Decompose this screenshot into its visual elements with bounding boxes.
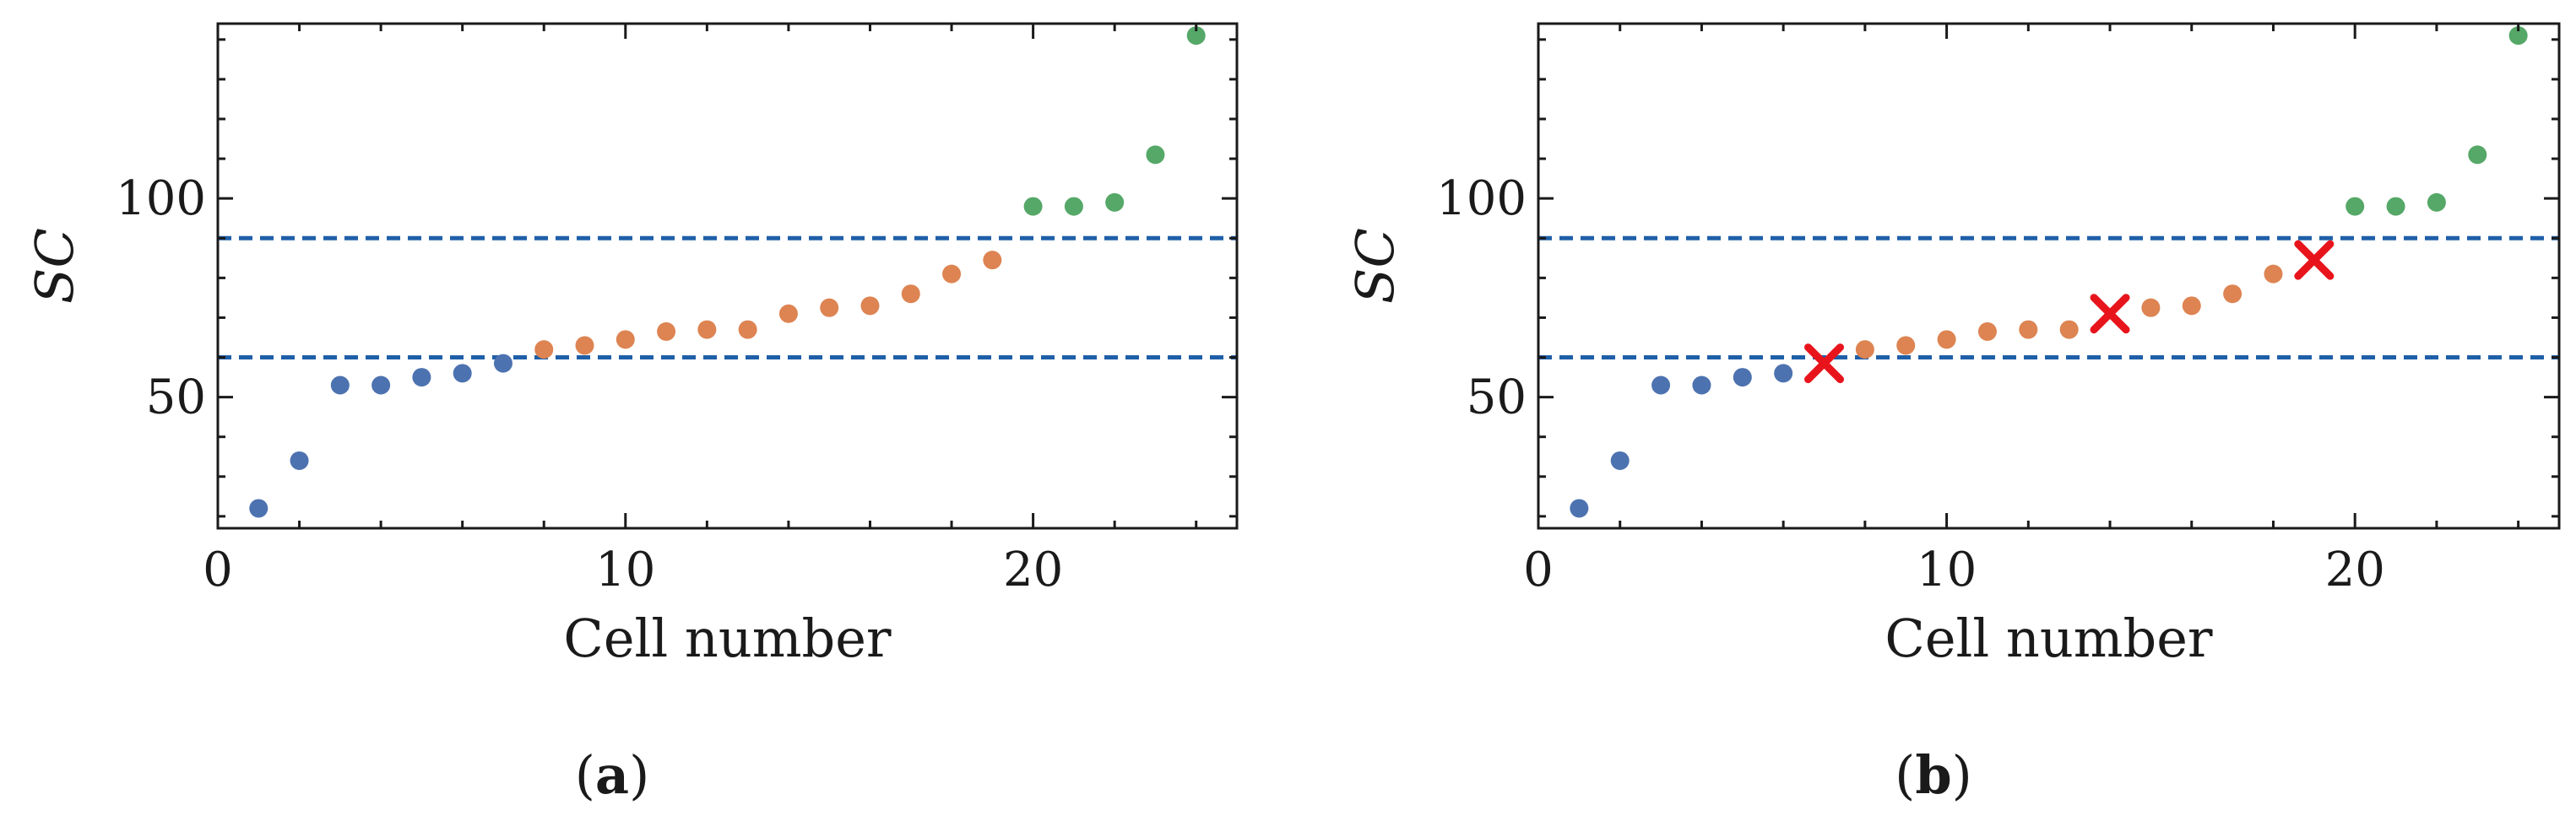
data-point <box>2468 145 2487 165</box>
panel-a: 0 10 20 50 100 Cell number SC (a) <box>24 22 1239 806</box>
highlight-marker <box>2090 294 2130 334</box>
data-point <box>1733 368 1752 387</box>
data-point <box>778 304 798 323</box>
marker-stroke <box>2090 294 2130 334</box>
data-point <box>371 375 391 395</box>
data-point <box>860 296 880 316</box>
data-point <box>453 364 472 383</box>
data-point <box>290 451 309 470</box>
marker-stroke <box>2294 240 2335 280</box>
x-axis-label: Cell number <box>1885 608 2213 669</box>
data-point <box>738 320 757 339</box>
data-point <box>2346 197 2365 216</box>
data-point <box>1186 26 1206 46</box>
data-point <box>616 330 635 349</box>
data-point <box>1977 321 1997 341</box>
data-point <box>2386 197 2405 216</box>
y-tick-label: 50 <box>1467 370 1527 425</box>
data-point <box>942 264 962 284</box>
panel-caption: (b) <box>1895 744 1972 806</box>
x-tick-label: 20 <box>1003 543 1063 597</box>
x-tick-label: 20 <box>2325 543 2385 597</box>
data-point <box>1651 375 1671 395</box>
data-point <box>1610 451 1630 470</box>
data-point <box>657 321 676 341</box>
data-point <box>697 320 717 339</box>
data-point <box>493 354 512 373</box>
data-point <box>1855 340 1874 359</box>
data-point <box>575 336 594 355</box>
data-point <box>2019 320 2038 339</box>
x-tick-label: 10 <box>595 543 655 597</box>
data-point <box>2182 296 2201 316</box>
y-axis-label: SC <box>1344 228 1406 304</box>
data-point <box>2059 320 2079 339</box>
data-point <box>1774 364 1793 383</box>
data-point <box>1023 197 1043 216</box>
panel-b: 0 10 20 50 100 Cell number SC (b) <box>1344 22 2561 806</box>
data-point <box>983 251 1002 270</box>
data-point <box>534 340 554 359</box>
panel-caption: (a) <box>575 744 650 806</box>
data-point <box>249 499 268 518</box>
y-tick-label: 50 <box>146 370 206 425</box>
data-point <box>901 284 920 304</box>
data-point <box>1105 192 1125 212</box>
data-point <box>2508 26 2528 46</box>
data-point <box>1937 330 1956 349</box>
data-point <box>330 375 350 395</box>
data-point <box>1692 375 1711 395</box>
data-point <box>1064 197 1083 216</box>
y-tick-label: 100 <box>116 171 206 226</box>
x-tick-label: 10 <box>1917 543 1977 597</box>
plot-frame <box>216 22 1239 530</box>
x-tick-label: 0 <box>203 543 233 597</box>
highlight-marker <box>1804 343 1845 384</box>
highlight-marker <box>2294 240 2335 280</box>
data-point <box>820 298 839 317</box>
data-point <box>412 368 431 387</box>
data-point <box>2427 192 2446 212</box>
data-point <box>1146 145 1165 165</box>
data-point <box>1570 499 1589 518</box>
x-tick-label: 0 <box>1523 543 1554 597</box>
y-axis-label: SC <box>24 228 85 304</box>
data-point <box>1896 336 1916 355</box>
x-axis-label: Cell number <box>563 608 892 669</box>
marker-stroke <box>1804 343 1845 384</box>
plot-frame <box>1537 22 2561 530</box>
y-tick-label: 100 <box>1436 171 1527 226</box>
data-point <box>2264 264 2283 284</box>
data-point <box>2223 284 2242 304</box>
data-point <box>2141 298 2161 317</box>
